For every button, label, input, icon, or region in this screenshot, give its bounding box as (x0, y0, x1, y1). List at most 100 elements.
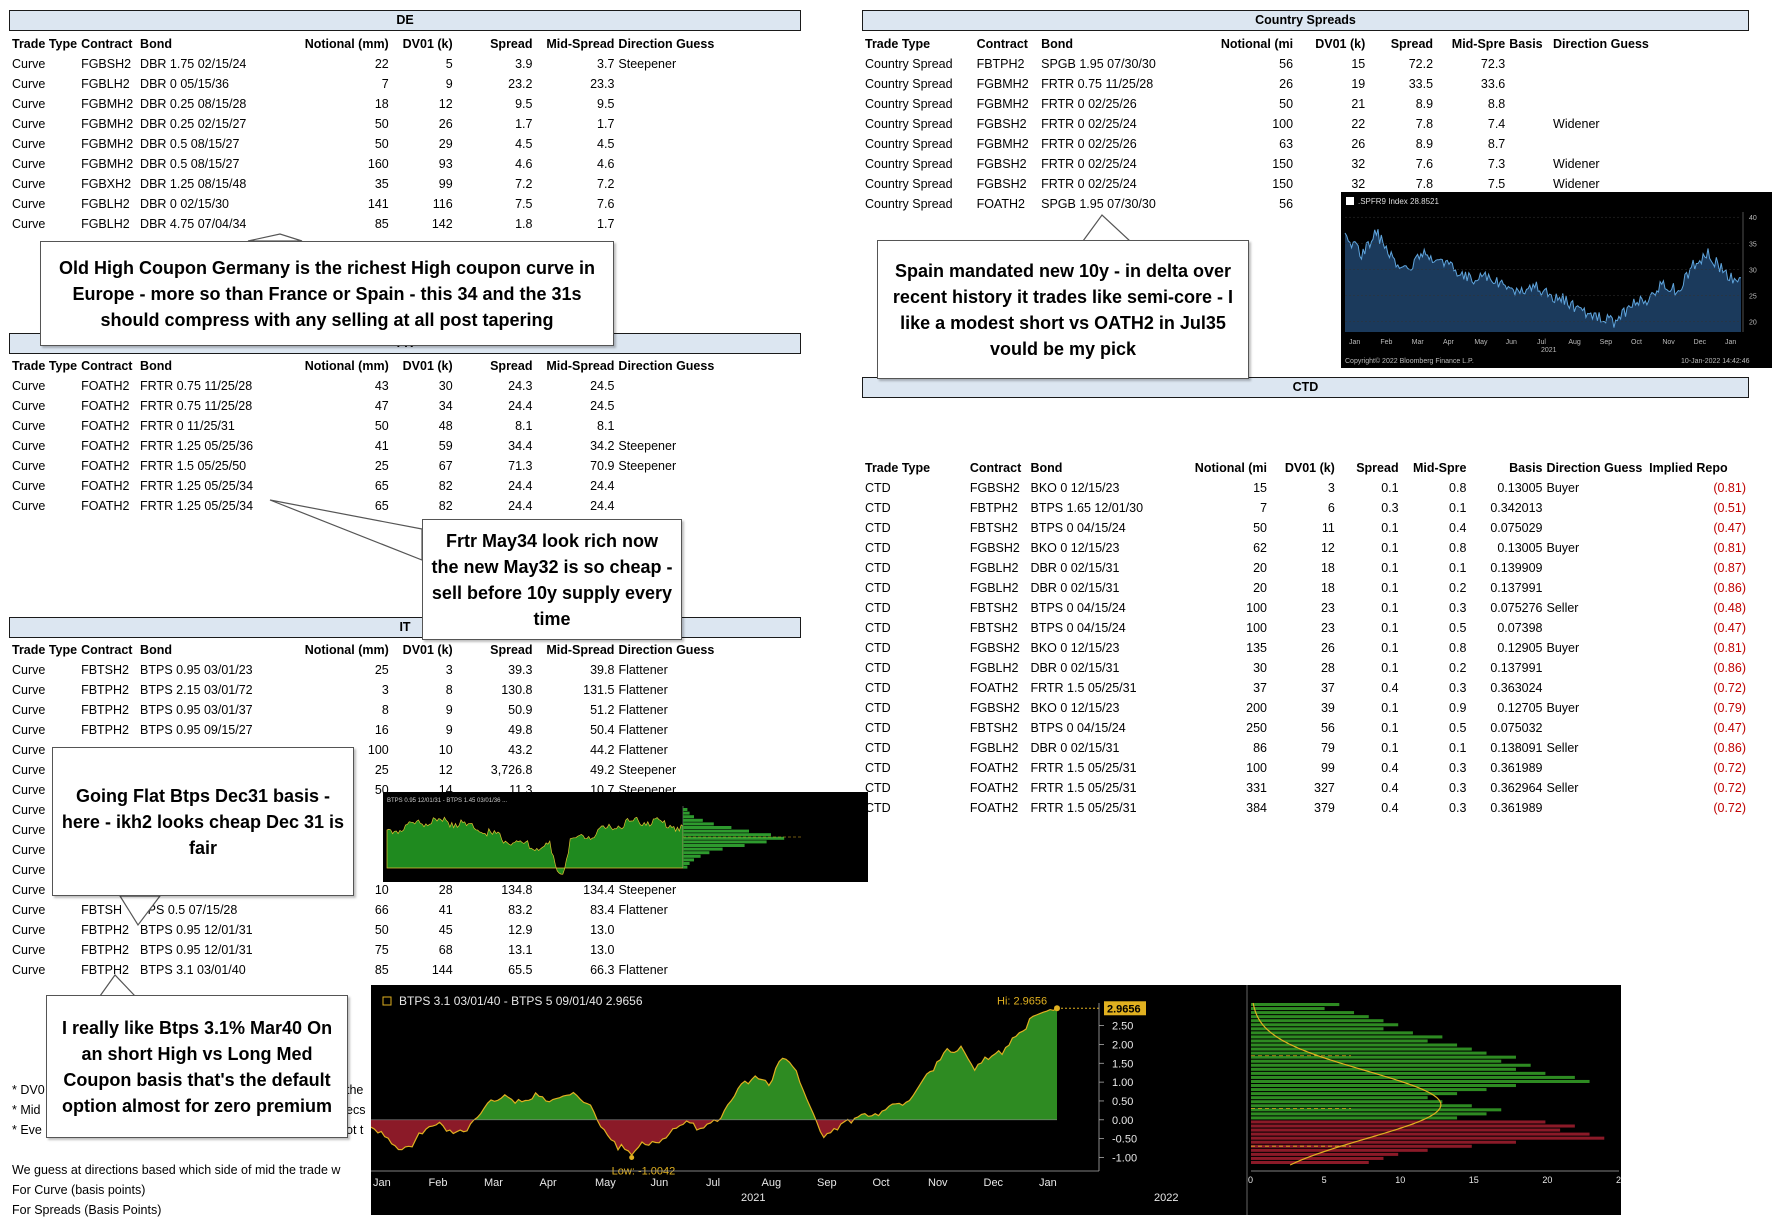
main-month-tick: Nov (928, 1177, 948, 1189)
table-cell: 12 (1320, 541, 1335, 555)
spfr-y-tick: 20 (1749, 320, 1757, 327)
column-header: Bond (140, 359, 172, 373)
table-cell: FGBSH2 (81, 57, 132, 71)
table-cell: TPS 0.5 07/15/28 (140, 903, 238, 917)
table-cell: FGBSH2 (969, 541, 1020, 555)
table-cell: CTD (865, 621, 891, 635)
table-cell: FBTPH2 (81, 723, 130, 737)
hist-bar (1251, 1120, 1546, 1124)
hist-bar (1251, 1160, 1369, 1164)
table-cell: CTD (865, 681, 891, 695)
table-cell: 82 (438, 499, 453, 513)
table-cell: Curve (12, 117, 46, 131)
table-cell: Curve (12, 943, 46, 957)
table-cell: Widener (1553, 177, 1600, 191)
table-cell: FGBMH2 (81, 157, 134, 171)
table-cell: 51.2 (590, 703, 615, 717)
table-cell: 0.4 (1381, 801, 1399, 815)
table-cell: 56 (1279, 197, 1294, 211)
hist-bar (1251, 1092, 1458, 1096)
table-cell: 7.2 (515, 177, 533, 191)
column-header: Mid-Spre (1451, 37, 1506, 51)
table-row: Curve (10, 860, 800, 880)
hist-bar (1251, 1015, 1369, 1019)
table-cell: 29 (438, 137, 453, 151)
table-cell: FBTPH2 (969, 501, 1018, 515)
spfr-month-tick: Jul (1537, 339, 1546, 346)
table-cell: 131.5 (583, 683, 615, 697)
table-cell: (0.86) (1713, 661, 1746, 675)
table-row: Curve 100 10 43.2 44.2 Flattener (10, 740, 800, 760)
table-cell: Flattener (618, 683, 668, 697)
main-month-tick: Mar (484, 1177, 503, 1189)
spfr-area (1345, 229, 1741, 332)
main-y-tick: -1.00 (1112, 1152, 1137, 1164)
table-cell: FOATH2 (969, 781, 1019, 795)
table-cell: Curve (12, 197, 46, 211)
table-cell: 0.8 (1449, 541, 1467, 555)
it-table: Trade Type Contract Bond Notional (mm) DV01 … (10, 640, 800, 980)
table-cell: FRTR 0 02/25/26 (1041, 137, 1137, 151)
main-month-tick: Feb (429, 1177, 448, 1189)
table-cell: 66.3 (590, 963, 615, 977)
small-hist-bar (683, 822, 714, 826)
table-cell: Country Spread (865, 177, 953, 191)
table-cell: Seller (1546, 781, 1579, 795)
table-cell: 71.3 (508, 459, 533, 473)
table-cell: Curve (12, 763, 46, 777)
table-row: CTD FOATH2 FRTR 1.5 05/25/31 384 379 0.4 0.3 0.… (863, 798, 1748, 818)
table-row: CTD FGBLH2 DBR 0 02/15/31 30 28 0.1 0.2 0.13799… (863, 658, 1748, 678)
table-cell: 63 (1279, 137, 1294, 151)
table-cell: 0.1 (1381, 481, 1399, 495)
table-cell: Country Spread (865, 77, 953, 91)
table-cell: 45 (438, 923, 453, 937)
column-header: Spread (490, 359, 533, 373)
table-cell: Flattener (618, 703, 668, 717)
column-header: DV01 (k) (402, 37, 453, 51)
table-cell: FRTR 0 02/25/24 (1041, 157, 1137, 171)
table-cell: 12 (438, 97, 453, 111)
callout-pointer-btps (118, 895, 162, 927)
table-cell: 116 (432, 197, 453, 211)
table-cell: Country Spread (865, 157, 953, 171)
column-header: Direction Guess (618, 37, 715, 51)
table-row: CTD FGBSH2 BKO 0 12/15/23 62 12 0.1 0.8 0.13005… (863, 538, 1748, 558)
table-header-row: Trade Type Contract Bond Notional (mm) DV01 … (10, 356, 800, 376)
table-cell: 50 (374, 117, 389, 131)
hist-bar (1251, 1148, 1428, 1152)
table-cell: Seller (1546, 601, 1579, 615)
table-cell: 50 (1279, 97, 1294, 111)
hist-bar (1251, 1047, 1472, 1051)
spfr-month-tick: Jan (1725, 339, 1736, 346)
table-cell: 8.7 (1487, 137, 1506, 151)
table-cell: 7.6 (597, 197, 615, 211)
table-cell: CTD (865, 721, 891, 735)
hist-bar (1251, 1084, 1516, 1088)
table-cell: (0.81) (1713, 641, 1746, 655)
table-cell: 85 (374, 217, 389, 231)
table-cell: Curve (12, 703, 46, 717)
table-cell: 85 (374, 963, 389, 977)
small-hist-bar (683, 854, 701, 858)
table-row: Curve FGBSH2 DBR 1.75 02/15/24 22 5 3.9 3.7 Ste… (10, 54, 800, 74)
small-hist-bar (683, 847, 723, 851)
table-cell: DBR 1.75 02/15/24 (140, 57, 247, 71)
hist-bar (1251, 1088, 1487, 1092)
table-cell: Curve (12, 963, 46, 977)
column-header: Contract (81, 37, 133, 51)
hist-bar (1251, 1128, 1561, 1132)
table-cell: 9 (445, 703, 453, 717)
table-cell: 0.1 (1381, 641, 1399, 655)
table-cell: 30 (438, 379, 453, 393)
table-cell: FRTR 1.5 05/25/50 (140, 459, 247, 473)
table-cell: 0.137991 (1490, 581, 1543, 595)
table-cell: Buyer (1546, 481, 1580, 495)
table-cell: 0.139909 (1490, 561, 1543, 575)
column-header: Contract (81, 643, 133, 657)
table-cell: (0.72) (1713, 681, 1746, 695)
column-header: Mid-Spread (546, 359, 615, 373)
table-cell: 70.9 (590, 459, 615, 473)
table-cell: 0.4 (1381, 681, 1399, 695)
table-header-row: Trade Type Contract Bond Notional (mi DV01 (… (863, 458, 1748, 478)
